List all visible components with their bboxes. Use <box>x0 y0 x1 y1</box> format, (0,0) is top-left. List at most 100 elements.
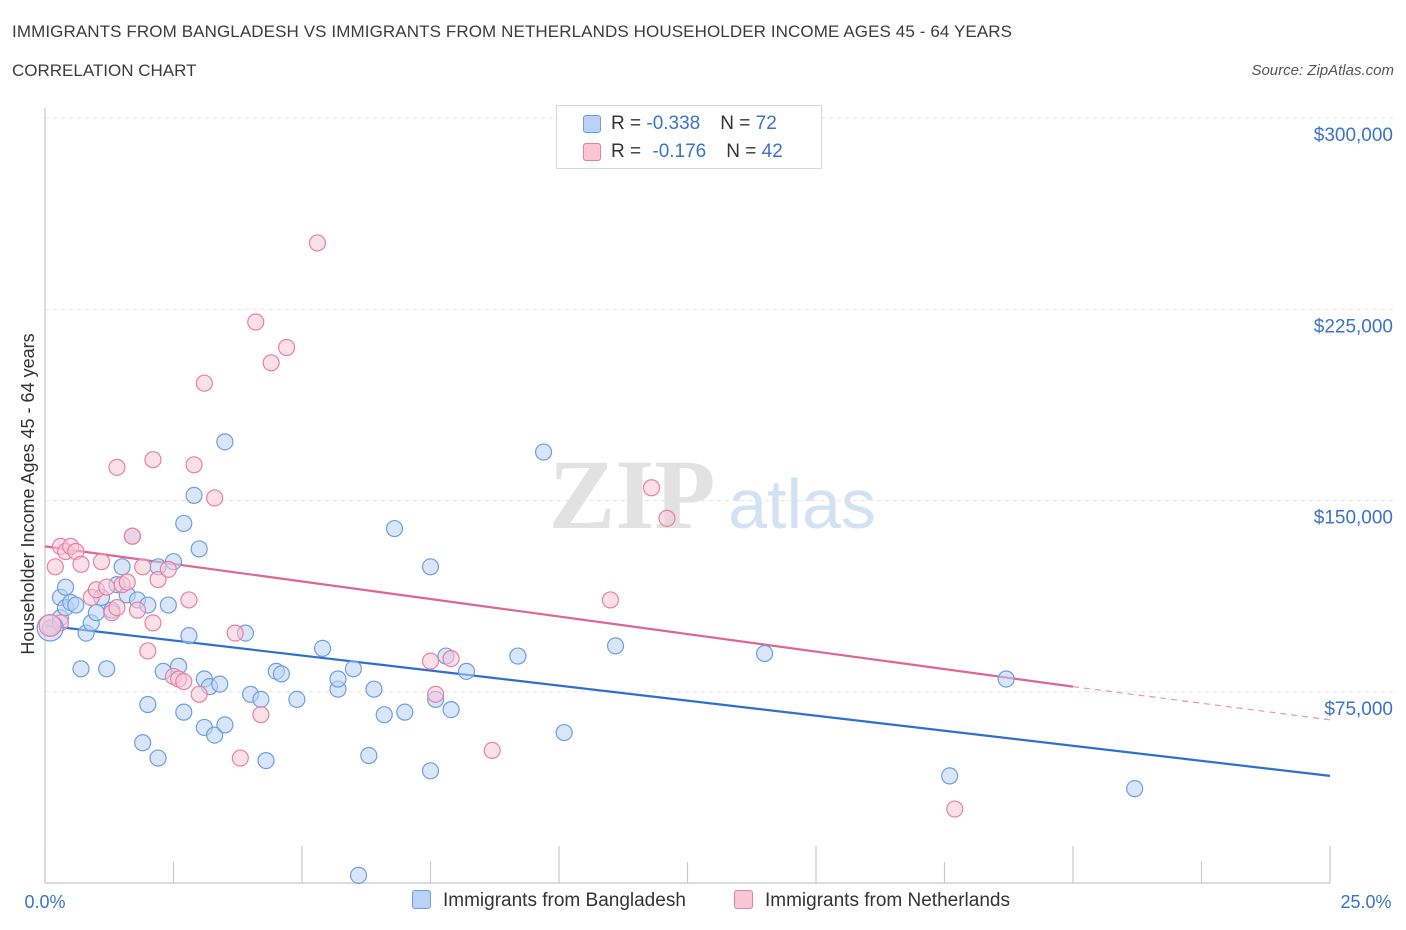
point-netherlands <box>483 741 501 760</box>
point-bangladesh <box>365 680 383 698</box>
point-bangladesh <box>180 627 198 645</box>
point-bangladesh <box>272 665 291 683</box>
legend-item-netherlands: Immigrants from Netherlands <box>734 890 1010 912</box>
point-netherlands <box>144 614 162 632</box>
point-bangladesh <box>149 749 167 767</box>
point-netherlands <box>38 613 62 638</box>
point-netherlands <box>92 553 111 571</box>
legend-swatch-bangladesh <box>412 890 431 909</box>
point-bangladesh <box>72 660 90 678</box>
legend-label-netherlands: Immigrants from Netherlands <box>765 890 1010 911</box>
point-netherlands <box>601 591 620 609</box>
point-netherlands <box>308 234 327 252</box>
legend-n-value: 42 <box>761 141 783 162</box>
point-netherlands <box>946 800 964 818</box>
point-netherlands <box>149 570 167 589</box>
point-bangladesh <box>185 486 203 504</box>
trend-line-netherlands <box>44 545 1074 688</box>
point-netherlands <box>247 313 265 331</box>
point-netherlands <box>442 649 460 668</box>
trend-lines <box>44 545 1331 777</box>
point-netherlands <box>159 560 177 578</box>
chart-title: IMMIGRANTS FROM BANGLADESH VS IMMIGRANTS… <box>12 22 1013 41</box>
y-tick-label: $150,000 <box>1314 508 1393 529</box>
point-bangladesh <box>67 596 85 614</box>
legend-row-bangladesh: R = -0.338 N = 72 <box>583 113 777 137</box>
point-netherlands <box>195 374 213 392</box>
point-netherlands <box>134 558 152 576</box>
point-bangladesh <box>755 644 774 663</box>
point-bangladesh <box>349 866 368 884</box>
point-bangladesh <box>385 519 404 538</box>
trend-line-netherlands-extension <box>1072 686 1331 721</box>
point-bangladesh <box>457 662 476 680</box>
point-bangladesh <box>1126 780 1144 798</box>
axes <box>44 108 1331 884</box>
point-netherlands <box>262 354 280 372</box>
point-bangladesh <box>87 604 106 622</box>
source-label: Source: ZipAtlas.com <box>1251 62 1394 79</box>
trend-line-bangladesh <box>44 624 1331 777</box>
x-tick-label: 0.0% <box>24 892 65 912</box>
watermark-zip: ZIP <box>549 439 716 550</box>
point-bangladesh <box>206 726 224 744</box>
legend-swatch-bangladesh <box>583 114 601 133</box>
legend-item-bangladesh: Immigrants from Bangladesh <box>412 890 686 912</box>
point-bangladesh <box>139 695 157 714</box>
point-bangladesh <box>216 716 234 734</box>
point-netherlands <box>421 652 440 670</box>
point-bangladesh <box>997 670 1015 688</box>
point-bangladesh <box>442 700 460 719</box>
point-bangladesh <box>329 670 347 688</box>
point-netherlands <box>118 573 136 591</box>
point-netherlands <box>642 479 661 497</box>
point-bangladesh <box>175 514 193 533</box>
point-netherlands <box>190 685 208 703</box>
point-bangladesh <box>113 558 131 576</box>
point-bangladesh <box>421 762 440 780</box>
point-netherlands <box>658 509 676 527</box>
point-bangladesh <box>211 675 229 693</box>
point-bangladesh <box>252 690 270 709</box>
gridlines <box>45 117 1395 693</box>
y-tick-label: $75,000 <box>1324 699 1393 720</box>
legend-r-value: -0.176 <box>652 141 707 162</box>
watermark-atlas: atlas <box>728 465 876 543</box>
legend-label-bangladesh: Immigrants from Bangladesh <box>443 890 686 911</box>
point-bangladesh <box>98 660 116 678</box>
legend-n-label: N = <box>726 141 762 162</box>
point-bangladesh <box>288 690 306 709</box>
point-netherlands <box>427 685 445 703</box>
y-tick-label: $300,000 <box>1314 125 1393 146</box>
legend-swatch-netherlands <box>734 890 753 909</box>
legend-n-label: N = <box>720 113 756 134</box>
legend-n-value: 72 <box>755 113 777 134</box>
point-bangladesh <box>216 433 234 451</box>
point-bangladesh <box>134 734 152 752</box>
watermark: ZIP atlas <box>549 439 876 550</box>
point-netherlands <box>108 598 126 617</box>
point-bangladesh <box>257 751 275 770</box>
point-bangladesh <box>606 637 625 655</box>
x-tick-label: 25.0% <box>1340 892 1391 912</box>
point-bangladesh <box>313 639 332 658</box>
point-bangladesh <box>344 660 362 678</box>
y-axis-label: Householder Income Ages 45 - 64 years <box>18 333 38 654</box>
point-bangladesh <box>509 647 527 665</box>
point-netherlands <box>277 338 296 357</box>
point-netherlands <box>175 672 193 691</box>
point-bangladesh <box>159 596 177 614</box>
point-netherlands <box>231 749 249 767</box>
legend-r-value: -0.338 <box>646 113 701 134</box>
data-points <box>36 234 1144 884</box>
point-bangladesh <box>360 746 378 765</box>
legend-r-label: R = <box>611 141 647 162</box>
point-bangladesh <box>421 558 440 576</box>
point-netherlands <box>98 578 116 596</box>
point-bangladesh <box>56 578 75 596</box>
stats-legend: R = -0.338 N = 72 R = -0.176 N = 42 <box>556 105 822 169</box>
legend-row-netherlands: R = -0.176 N = 42 <box>583 141 783 165</box>
point-netherlands <box>128 601 147 619</box>
y-tick-label: $225,000 <box>1314 316 1393 337</box>
